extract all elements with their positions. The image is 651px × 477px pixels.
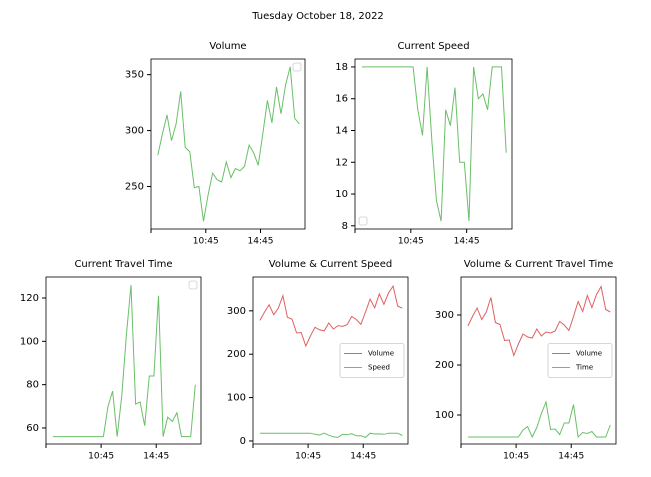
- x-tick-label: 14:45: [143, 452, 169, 462]
- y-tick-label: 18: [335, 62, 348, 73]
- y-tick-label: 100: [227, 393, 246, 404]
- subplot-title: Volume: [209, 41, 246, 52]
- x-tick-label: 14:45: [248, 237, 274, 247]
- y-tick-label: 12: [335, 157, 348, 168]
- series-line: [157, 66, 300, 222]
- y-tick-label: 300: [125, 126, 144, 137]
- axes-frame: [150, 58, 306, 230]
- legend-box: [339, 343, 405, 378]
- legend-label: Volume: [576, 350, 602, 358]
- y-tick-label: 350: [125, 70, 144, 81]
- x-tick-label: 10:45: [193, 237, 219, 247]
- y-tick-label: 14: [335, 125, 348, 136]
- legend-box: [358, 216, 368, 226]
- legend-label: Speed: [368, 364, 390, 372]
- y-tick-label: 8: [342, 221, 348, 232]
- x-tick-label: 10:45: [503, 452, 529, 462]
- y-tick-label: 0: [240, 436, 246, 447]
- subplot-title: Current Travel Time: [74, 259, 172, 270]
- y-tick-label: 200: [435, 360, 454, 371]
- y-tick-label: 120: [20, 293, 39, 304]
- y-tick-label: 80: [26, 380, 39, 391]
- legend-box: [188, 280, 198, 290]
- subplot-title: Volume & Current Speed: [269, 259, 392, 270]
- x-tick-label: 10:45: [88, 452, 114, 462]
- figure-title: Tuesday October 18, 2022: [251, 11, 384, 22]
- legend-box: [547, 343, 613, 378]
- legend-label: Volume: [368, 350, 394, 358]
- y-tick-label: 300: [435, 310, 454, 321]
- series-line: [259, 432, 403, 438]
- y-tick-label: 100: [20, 336, 39, 347]
- x-tick-label: 14:45: [558, 452, 584, 462]
- axes-frame: [252, 276, 409, 445]
- y-tick-label: 60: [26, 423, 39, 434]
- subplot-title: Volume & Current Travel Time: [464, 259, 613, 270]
- y-tick-label: 250: [125, 182, 144, 193]
- subplot-title: Current Speed: [397, 41, 469, 52]
- x-tick-label: 10:45: [398, 237, 424, 247]
- y-tick-label: 10: [335, 189, 348, 200]
- series-line: [52, 284, 196, 438]
- axes-frame: [354, 58, 513, 230]
- series-line: [467, 285, 611, 358]
- legend-label: Time: [575, 364, 593, 372]
- series-line: [362, 66, 507, 222]
- x-tick-label: 10:45: [295, 452, 321, 462]
- legend-box: [292, 62, 302, 72]
- y-tick-label: 200: [227, 349, 246, 360]
- x-tick-label: 14:45: [350, 452, 376, 462]
- y-tick-label: 100: [435, 410, 454, 421]
- axes-frame: [45, 276, 202, 445]
- series-line: [467, 400, 611, 439]
- series-line: [259, 284, 403, 348]
- y-tick-label: 16: [335, 94, 348, 105]
- x-tick-label: 14:45: [454, 237, 480, 247]
- axes-frame: [460, 276, 617, 445]
- y-tick-label: 300: [227, 306, 246, 317]
